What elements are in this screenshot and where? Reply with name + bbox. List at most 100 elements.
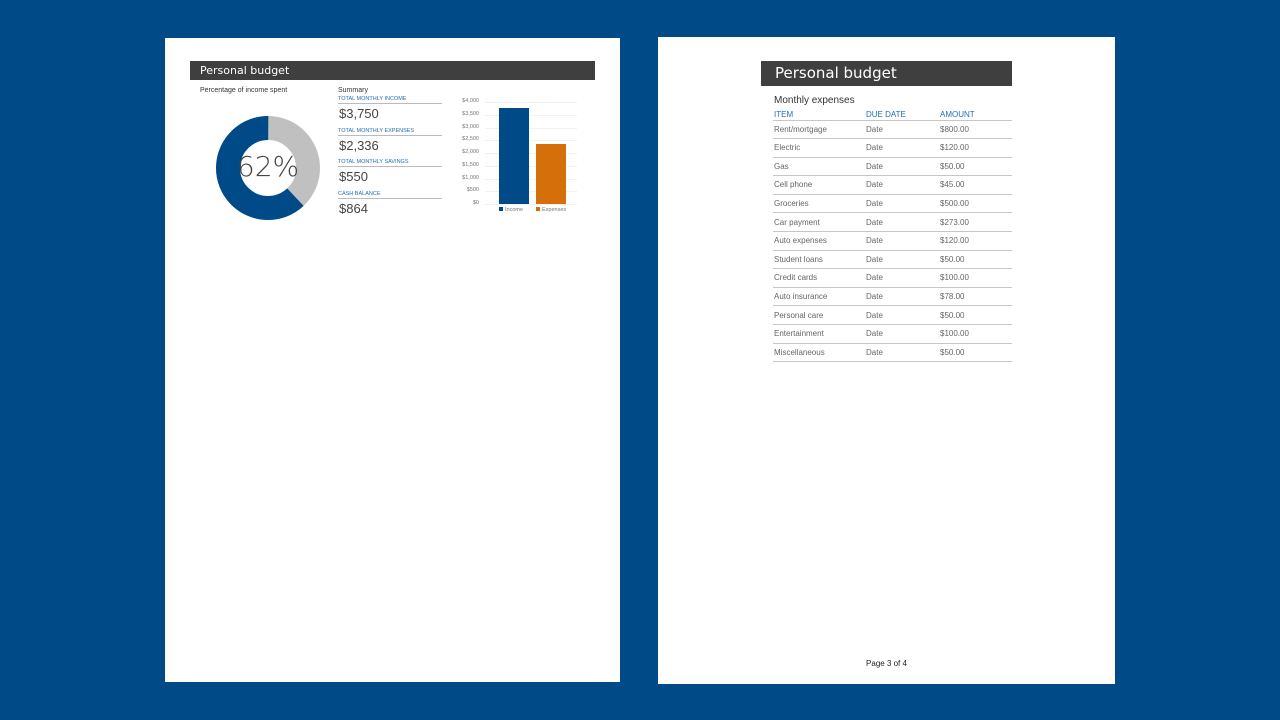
table-header: ITEM DUE DATE AMOUNT xyxy=(773,109,1012,121)
cell-item: Cell phone xyxy=(774,180,813,190)
cell-due-date: Date xyxy=(866,236,883,246)
cell-amount: $100.00 xyxy=(940,273,969,283)
cell-due-date: Date xyxy=(866,180,883,190)
bar-expenses xyxy=(536,144,566,204)
cell-due-date: Date xyxy=(866,347,883,357)
header-due-date: DUE DATE xyxy=(866,110,906,119)
legend-item: Expenses xyxy=(536,207,566,213)
table-row: Auto expenses Date $120.00 xyxy=(773,232,1012,251)
y-tick-label: $500 xyxy=(466,187,479,194)
cell-due-date: Date xyxy=(866,291,883,301)
cell-due-date: Date xyxy=(866,198,883,208)
gridline xyxy=(485,153,577,154)
cell-item: Personal care xyxy=(774,310,824,320)
y-tick-label: $3,500 xyxy=(462,110,479,117)
gridline xyxy=(485,178,577,180)
cell-item: Car payment xyxy=(774,217,820,227)
cell-amount: $50.00 xyxy=(940,254,965,264)
cell-item: Rent/mortgage xyxy=(774,124,827,134)
cell-amount: $100.00 xyxy=(940,329,969,339)
summary-value: $3,750 xyxy=(339,106,379,121)
table-row: Car payment Date $273.00 xyxy=(773,214,1012,233)
page-1: Personal budget Percentage of income spe… xyxy=(165,38,620,682)
summary-label: CASH BALANCE xyxy=(338,191,442,199)
legend-item: Income xyxy=(499,207,523,213)
table-row: Electric Date $120.00 xyxy=(773,139,1012,158)
gridline xyxy=(485,140,577,142)
cell-amount: $273.00 xyxy=(940,217,969,227)
summary-label: TOTAL MONTHLY SAVINGS xyxy=(338,159,442,167)
cell-item: Gas xyxy=(774,161,789,171)
cell-amount: $50.00 xyxy=(940,347,965,357)
cell-amount: $78.00 xyxy=(940,291,965,301)
cell-due-date: Date xyxy=(866,143,883,153)
y-tick-label: $1,000 xyxy=(462,174,479,181)
page-3: Personal budget Monthly expenses ITEM DU… xyxy=(658,37,1115,684)
cell-item: Groceries xyxy=(774,198,809,208)
cell-due-date: Date xyxy=(866,124,883,134)
cell-item: Student loans xyxy=(774,254,823,264)
cell-item: Credit cards xyxy=(774,273,818,283)
cell-amount: $50.00 xyxy=(940,161,965,171)
gridline xyxy=(485,127,577,129)
summary-value: $550 xyxy=(339,169,368,184)
cell-amount: $120.00 xyxy=(940,236,969,246)
table-row: Miscellaneous Date $50.00 xyxy=(773,344,1012,363)
summary-value: $2,336 xyxy=(339,137,379,153)
gridline xyxy=(485,165,577,167)
y-tick-label: $4,000 xyxy=(462,98,479,104)
cell-item: Entertainment xyxy=(774,329,824,339)
legend-swatch xyxy=(536,207,540,211)
cell-due-date: Date xyxy=(866,273,883,283)
table-row: Cell phone Date $45.00 xyxy=(773,176,1012,195)
table-row: Credit cards Date $100.00 xyxy=(773,269,1012,288)
percent-label: 62% xyxy=(236,150,300,183)
summary-label: TOTAL MONTHLY EXPENSES xyxy=(338,128,442,136)
legend-label: Expenses xyxy=(542,207,567,213)
table-row: Gas Date $50.00 xyxy=(773,158,1012,177)
gridline xyxy=(485,191,577,193)
y-tick-label: $1,500 xyxy=(462,161,479,168)
page-title: Personal budget xyxy=(190,61,595,80)
cell-due-date: Date xyxy=(866,161,883,171)
y-tick-label: $2,000 xyxy=(462,149,479,155)
table-row: Entertainment Date $100.00 xyxy=(773,325,1012,344)
bar-income xyxy=(499,108,529,204)
cell-amount: $50.00 xyxy=(940,310,965,320)
section-title: Monthly expenses xyxy=(774,95,855,106)
cell-due-date: Date xyxy=(866,310,883,320)
cell-due-date: Date xyxy=(866,329,883,339)
cell-amount: $45.00 xyxy=(940,180,965,190)
table-row: Personal care Date $50.00 xyxy=(773,307,1012,326)
legend-label: Income xyxy=(505,207,524,213)
cell-item: Auto insurance xyxy=(774,291,828,301)
donut-chart xyxy=(216,116,320,220)
cell-item: Miscellaneous xyxy=(774,347,825,357)
y-tick-label: $2,500 xyxy=(462,136,479,143)
table-row: Auto insurance Date $78.00 xyxy=(773,288,1012,307)
summary-value: $864 xyxy=(339,200,368,216)
cell-amount: $120.00 xyxy=(940,143,969,153)
cell-due-date: Date xyxy=(866,217,883,227)
page-title: Personal budget xyxy=(761,61,1012,86)
header-amount: AMOUNT xyxy=(940,110,975,119)
legend-swatch xyxy=(499,207,503,211)
cell-item: Electric xyxy=(774,143,801,153)
y-tick-label: $0 xyxy=(472,200,479,206)
table-row: Student loans Date $50.00 xyxy=(773,251,1012,270)
header-item: ITEM xyxy=(774,110,794,119)
cell-due-date: Date xyxy=(866,254,883,264)
cell-amount: $500.00 xyxy=(940,198,969,208)
cell-amount: $800.00 xyxy=(940,124,969,134)
donut-title: Percentage of income spent xyxy=(200,87,288,94)
gridline xyxy=(485,114,577,116)
summary-title: Summary xyxy=(338,87,368,94)
gridline xyxy=(485,204,577,205)
page-number: Page 3 of 4 xyxy=(866,659,907,668)
table-row: Rent/mortgage Date $800.00 xyxy=(773,121,1012,140)
summary-label: TOTAL MONTHLY INCOME xyxy=(338,96,442,104)
gridline xyxy=(485,102,577,103)
table-row: Groceries Date $500.00 xyxy=(773,195,1012,214)
y-tick-label: $3,000 xyxy=(462,123,479,130)
cell-item: Auto expenses xyxy=(774,236,827,246)
